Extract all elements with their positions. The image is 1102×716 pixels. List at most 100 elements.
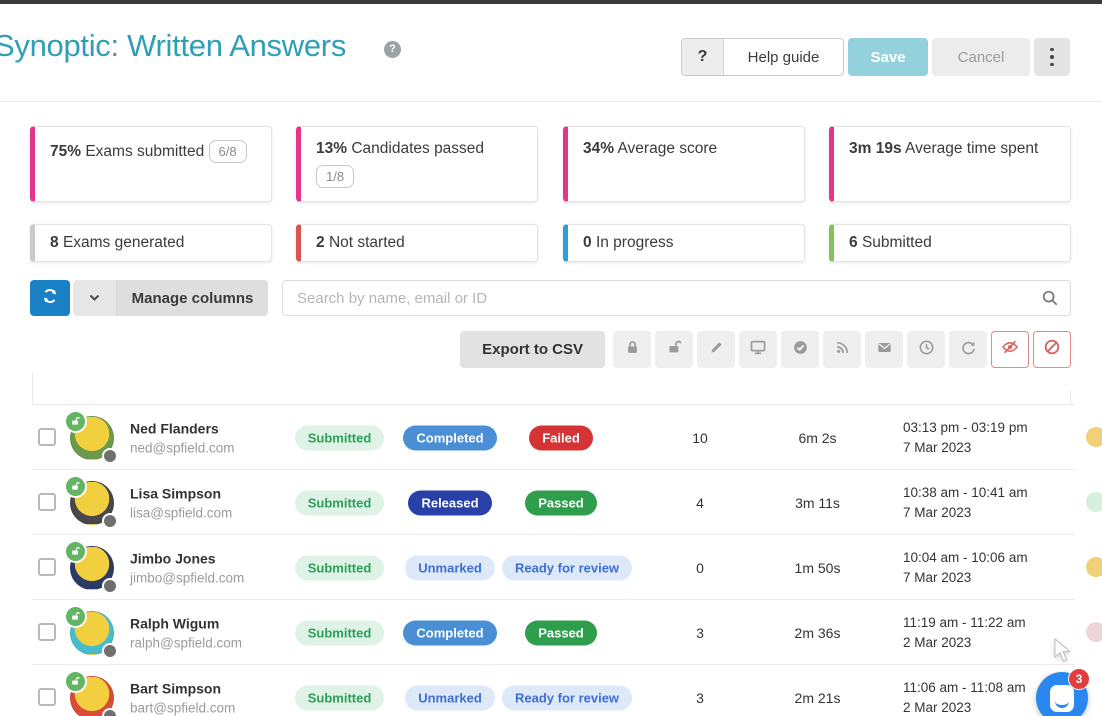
row-checkbox[interactable]	[38, 493, 56, 511]
stat-value: 2	[316, 234, 325, 251]
save-button[interactable]: Save	[848, 38, 928, 76]
block-button[interactable]	[1033, 331, 1071, 368]
chevron-down-icon	[89, 289, 100, 307]
exam-date: 7 Mar 2023	[903, 504, 972, 520]
search-container	[282, 280, 1071, 316]
check-circle-icon	[792, 339, 809, 361]
eye-slash-icon	[1001, 338, 1019, 361]
marking-status-badge: Unmarked	[405, 555, 495, 580]
submission-badge: Submitted	[294, 620, 385, 645]
submission-badge: Submitted	[294, 425, 385, 450]
candidate-email: bart@spfield.com	[130, 700, 236, 715]
email-button[interactable]	[865, 331, 903, 368]
table-row: Ralph Wigum ralph@spfield.com Submitted …	[0, 600, 1102, 665]
help-guide-label: Help guide	[747, 48, 820, 66]
schedule-button[interactable]	[907, 331, 945, 368]
result-badge: Ready for review	[502, 685, 633, 710]
stat-submitted: 6 Submitted	[829, 224, 1071, 262]
unlock-icon	[666, 339, 683, 361]
stat-exams-generated: 8 Exams generated	[30, 224, 272, 262]
result-badge: Passed	[525, 490, 597, 515]
edit-button[interactable]	[697, 331, 735, 368]
exam-datetime: 11:19 am - 11:22 am 2 Mar 2023	[903, 613, 1068, 653]
score-value: 4	[696, 494, 704, 511]
time-range: 10:38 am - 10:41 am	[903, 484, 1028, 500]
candidate-table: Ned Flanders ned@spfield.com Submitted C…	[0, 405, 1102, 716]
time-range: 11:06 am - 11:08 am	[903, 679, 1026, 695]
marking-status-badge: Released	[408, 490, 492, 515]
stat-label: Not started	[328, 234, 405, 251]
status-dot-icon	[102, 708, 118, 716]
stat-label: In progress	[595, 234, 674, 251]
exam-datetime: 10:38 am - 10:41 am 7 Mar 2023	[903, 483, 1068, 523]
cancel-button[interactable]: Cancel	[932, 38, 1030, 76]
unlocked-badge-icon	[64, 475, 87, 498]
row-checkbox[interactable]	[38, 558, 56, 576]
top-border-bar	[0, 0, 1102, 4]
submission-badge: Submitted	[294, 490, 385, 515]
messenger-icon	[1050, 684, 1074, 712]
row-checkbox[interactable]	[38, 688, 56, 706]
submission-badge: Submitted	[294, 555, 385, 580]
columns-dropdown-button[interactable]	[73, 280, 117, 316]
export-csv-button[interactable]: Export to CSV	[460, 331, 605, 368]
title-help-icon[interactable]: ?	[384, 41, 401, 58]
candidate-email: ralph@spfield.com	[130, 635, 243, 650]
status-dot-icon	[102, 448, 118, 464]
lock-button[interactable]	[613, 331, 651, 368]
status-dot-icon	[102, 578, 118, 594]
status-dot-icon	[102, 513, 118, 529]
stat-value: 75%	[50, 143, 82, 160]
stat-value: 34%	[583, 140, 615, 157]
score-value: 10	[692, 429, 708, 446]
exam-datetime: 03:13 pm - 03:19 pm 7 Mar 2023	[903, 418, 1068, 458]
table-toolbar: Manage columns	[30, 280, 268, 316]
unlocked-badge-icon	[64, 605, 87, 628]
time-range: 11:19 am - 11:22 am	[903, 614, 1026, 630]
row-checkbox[interactable]	[38, 428, 56, 446]
submission-badge: Submitted	[294, 685, 385, 710]
candidate-avatar	[64, 410, 118, 464]
manage-columns-button[interactable]: Manage columns	[117, 280, 268, 316]
retake-button[interactable]	[949, 331, 987, 368]
marking-status-badge: Completed	[403, 620, 497, 645]
hide-results-button[interactable]	[991, 331, 1029, 368]
row-checkbox[interactable]	[38, 623, 56, 641]
candidate-email: lisa@spfield.com	[130, 505, 233, 520]
approve-button[interactable]	[781, 331, 819, 368]
candidate-avatar	[64, 540, 118, 594]
kebab-menu-button[interactable]	[1034, 38, 1070, 76]
result-badge: Failed	[529, 425, 593, 450]
monitor-button[interactable]	[739, 331, 777, 368]
table-row: Ned Flanders ned@spfield.com Submitted C…	[0, 405, 1102, 470]
status-dot-icon	[102, 643, 118, 659]
time-range: 03:13 pm - 03:19 pm	[903, 419, 1028, 435]
mouse-cursor	[1052, 637, 1074, 669]
stat-label: Candidates passed	[351, 140, 485, 157]
edge-status-icon	[1086, 622, 1102, 642]
unlocked-badge-icon	[64, 540, 87, 563]
envelope-icon	[876, 339, 893, 361]
stat-average-time: 3m 19s Average time spent	[829, 126, 1071, 202]
candidate-name: Ralph Wigum	[130, 615, 220, 631]
exam-datetime: 10:04 am - 10:06 am 7 Mar 2023	[903, 548, 1068, 588]
stat-fraction-pill: 6/8	[208, 140, 247, 163]
header-divider	[0, 101, 1102, 102]
refresh-button[interactable]	[30, 280, 70, 316]
score-value: 3	[696, 689, 704, 706]
clock-icon	[918, 339, 935, 361]
table-top-border	[32, 404, 1075, 405]
exam-date: 7 Mar 2023	[903, 439, 972, 455]
redo-icon	[960, 339, 977, 361]
stat-value: 3m 19s	[849, 140, 902, 157]
page-title: Synoptic: Written Answers	[0, 28, 347, 63]
search-input[interactable]	[282, 280, 1071, 316]
stat-not-started: 2 Not started	[296, 224, 538, 262]
score-value: 0	[696, 559, 704, 576]
broadcast-button[interactable]	[823, 331, 861, 368]
stat-label: Exams submitted	[85, 143, 205, 160]
bulk-actions-bar: Export to CSV	[0, 331, 1071, 368]
unlock-button[interactable]	[655, 331, 693, 368]
header-actions: ? Help guide Save Cancel	[681, 38, 1070, 76]
help-guide-button[interactable]: ? Help guide	[681, 38, 844, 76]
